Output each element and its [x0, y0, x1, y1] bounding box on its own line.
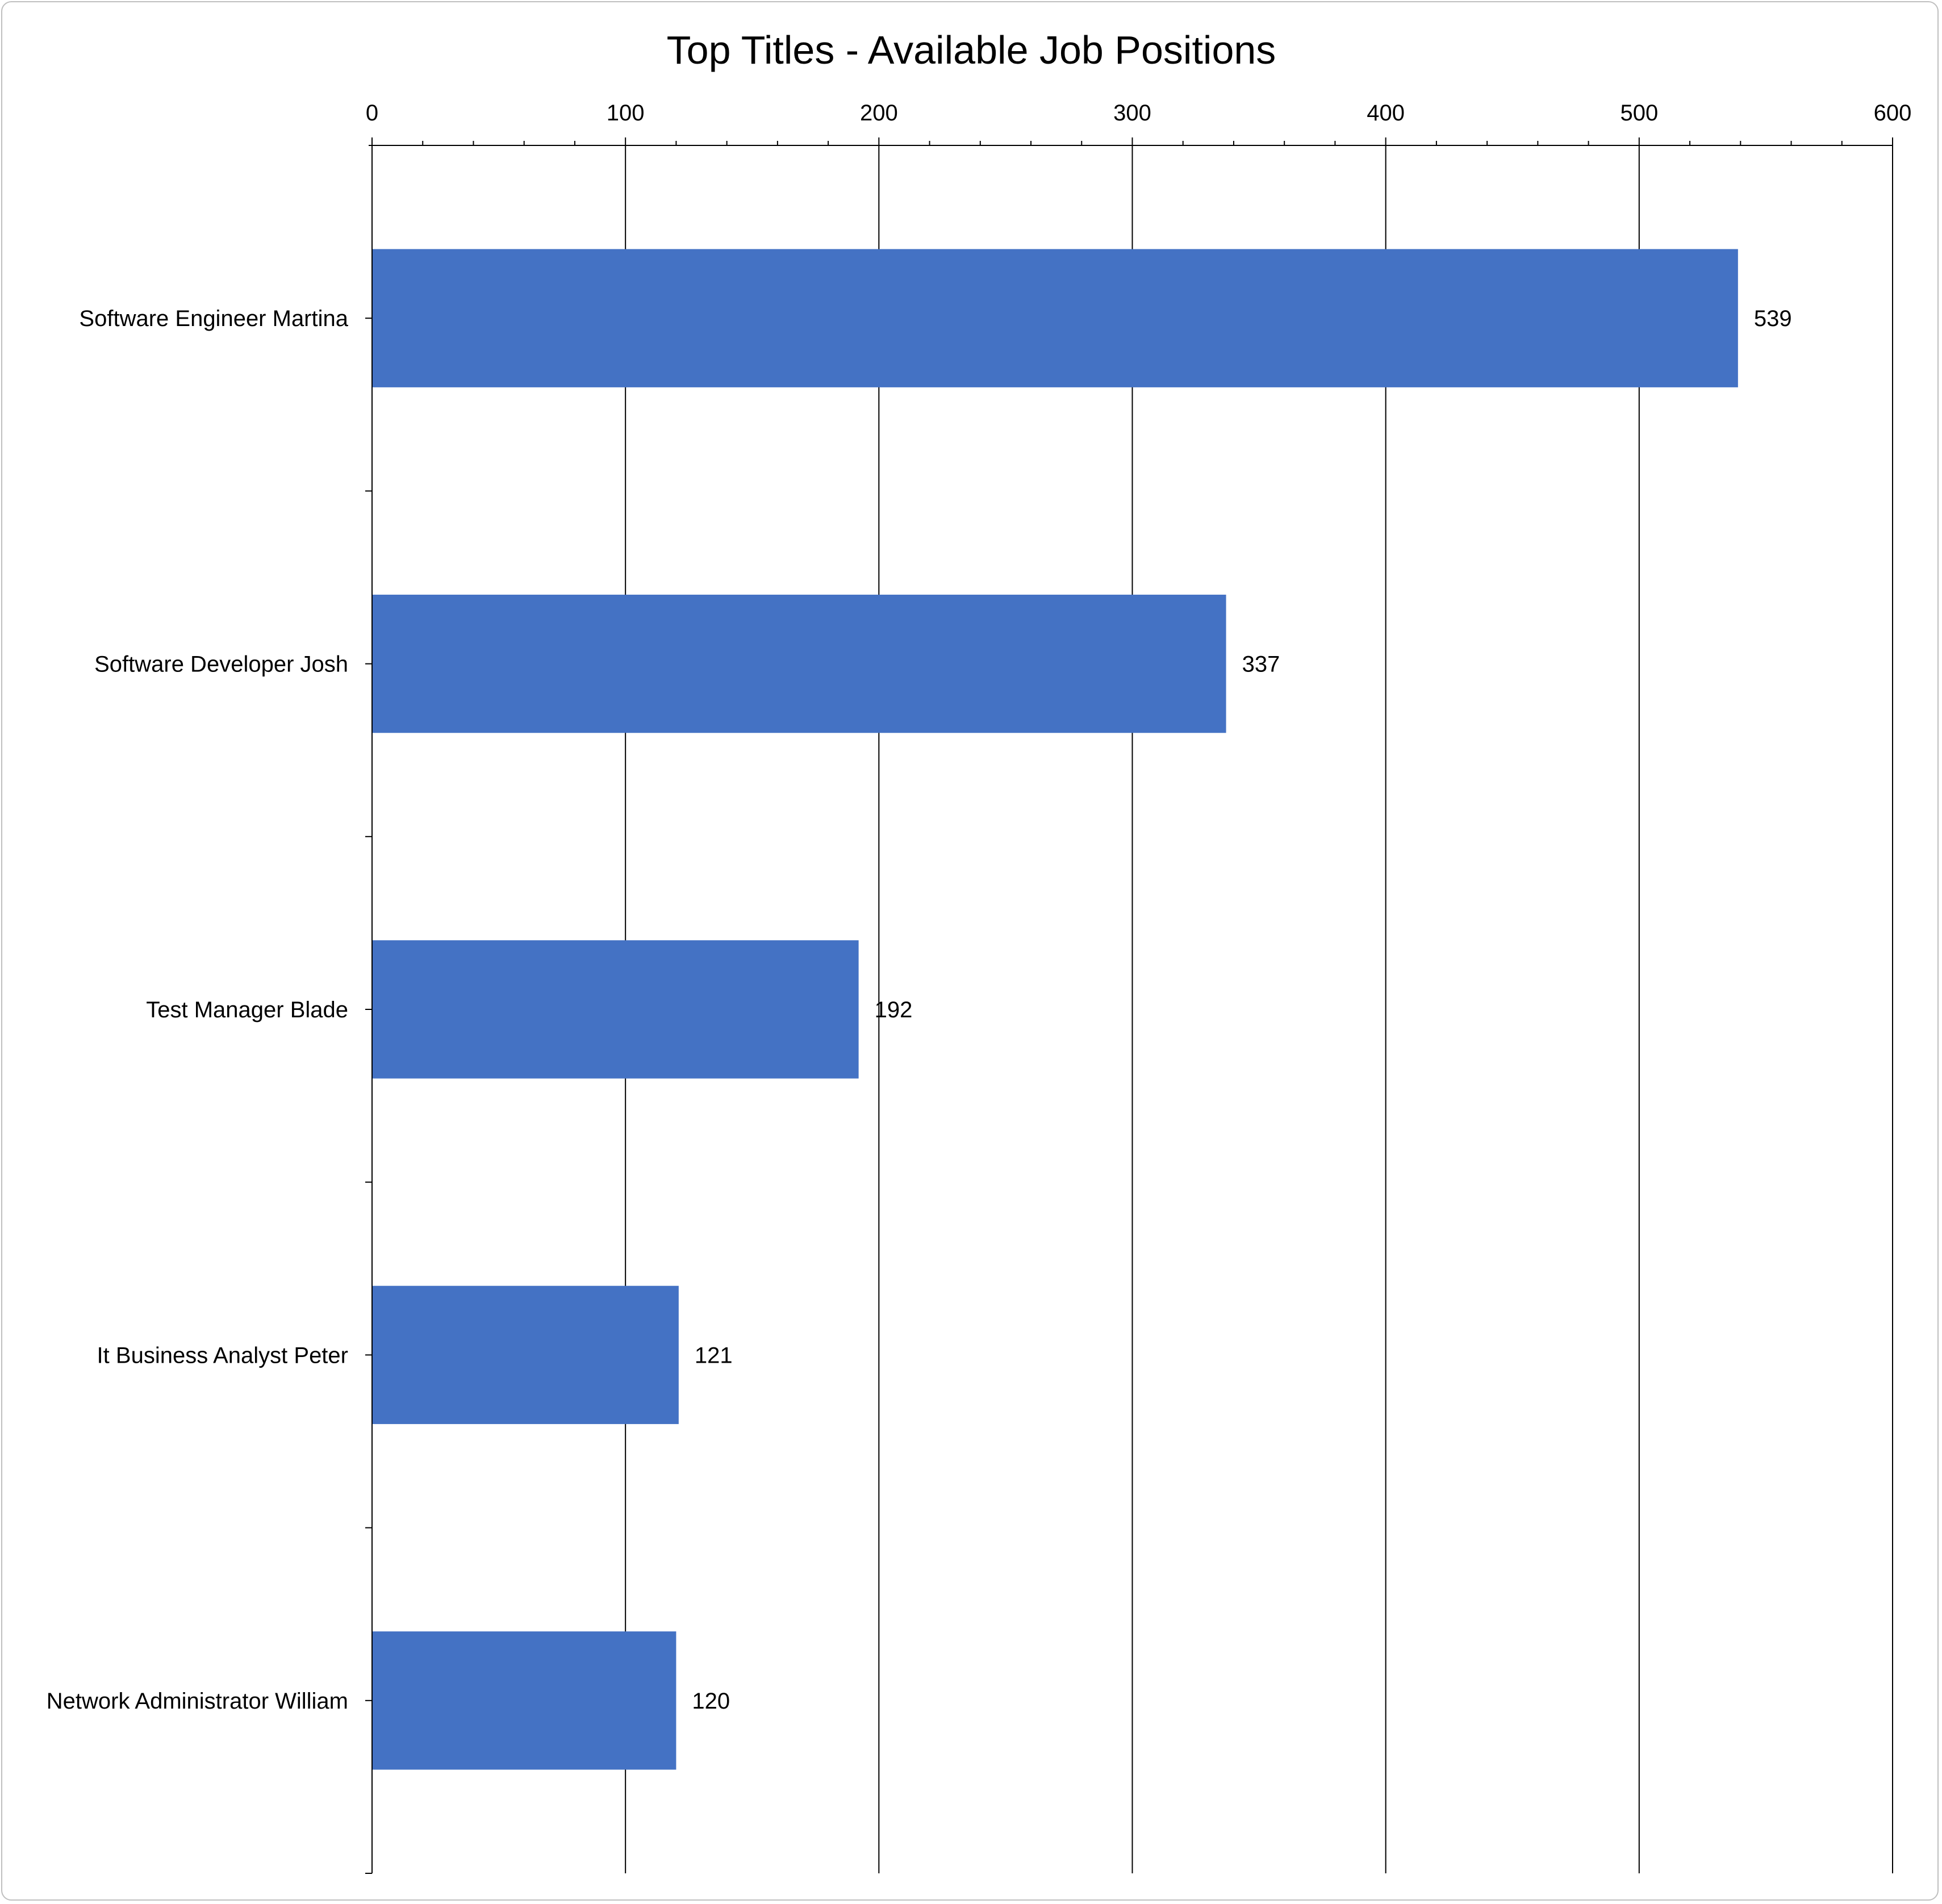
x-tick-label-0: 0	[366, 101, 378, 126]
x-tick-label-100: 100	[607, 101, 645, 126]
data-label-1: 539	[1754, 306, 1792, 331]
gridlines	[625, 145, 1893, 1873]
category-label-3: Test Manager Blade	[146, 997, 348, 1022]
x-tick-label-400: 400	[1367, 101, 1405, 126]
data-label-4: 121	[695, 1343, 733, 1368]
labels: 0 100 200 300 400 500 600 Software Engineer Mar…	[47, 101, 1912, 1714]
bar-3	[372, 940, 859, 1079]
category-label-4: It Business Analyst Peter	[97, 1343, 348, 1368]
data-label-2: 337	[1242, 652, 1280, 677]
x-tick-label-300: 300	[1113, 101, 1151, 126]
x-tick-label-500: 500	[1620, 101, 1658, 126]
bar-2	[372, 594, 1226, 733]
bar-1	[372, 249, 1738, 387]
bars	[372, 249, 1738, 1770]
data-label-5: 120	[692, 1689, 730, 1714]
category-label-1: Software Engineer Martina	[79, 306, 348, 331]
x-tick-label-200: 200	[860, 101, 898, 126]
bar-4	[372, 1285, 679, 1425]
category-label-5: Network Administrator William	[47, 1689, 348, 1714]
x-tick-label-600: 600	[1874, 101, 1912, 126]
data-label-3: 192	[875, 997, 913, 1022]
chart-title: Top Titles - Available Job Positions	[667, 28, 1276, 72]
axes	[365, 137, 1893, 1874]
bar-5	[372, 1631, 676, 1770]
category-label-2: Software Developer Josh	[94, 652, 348, 677]
